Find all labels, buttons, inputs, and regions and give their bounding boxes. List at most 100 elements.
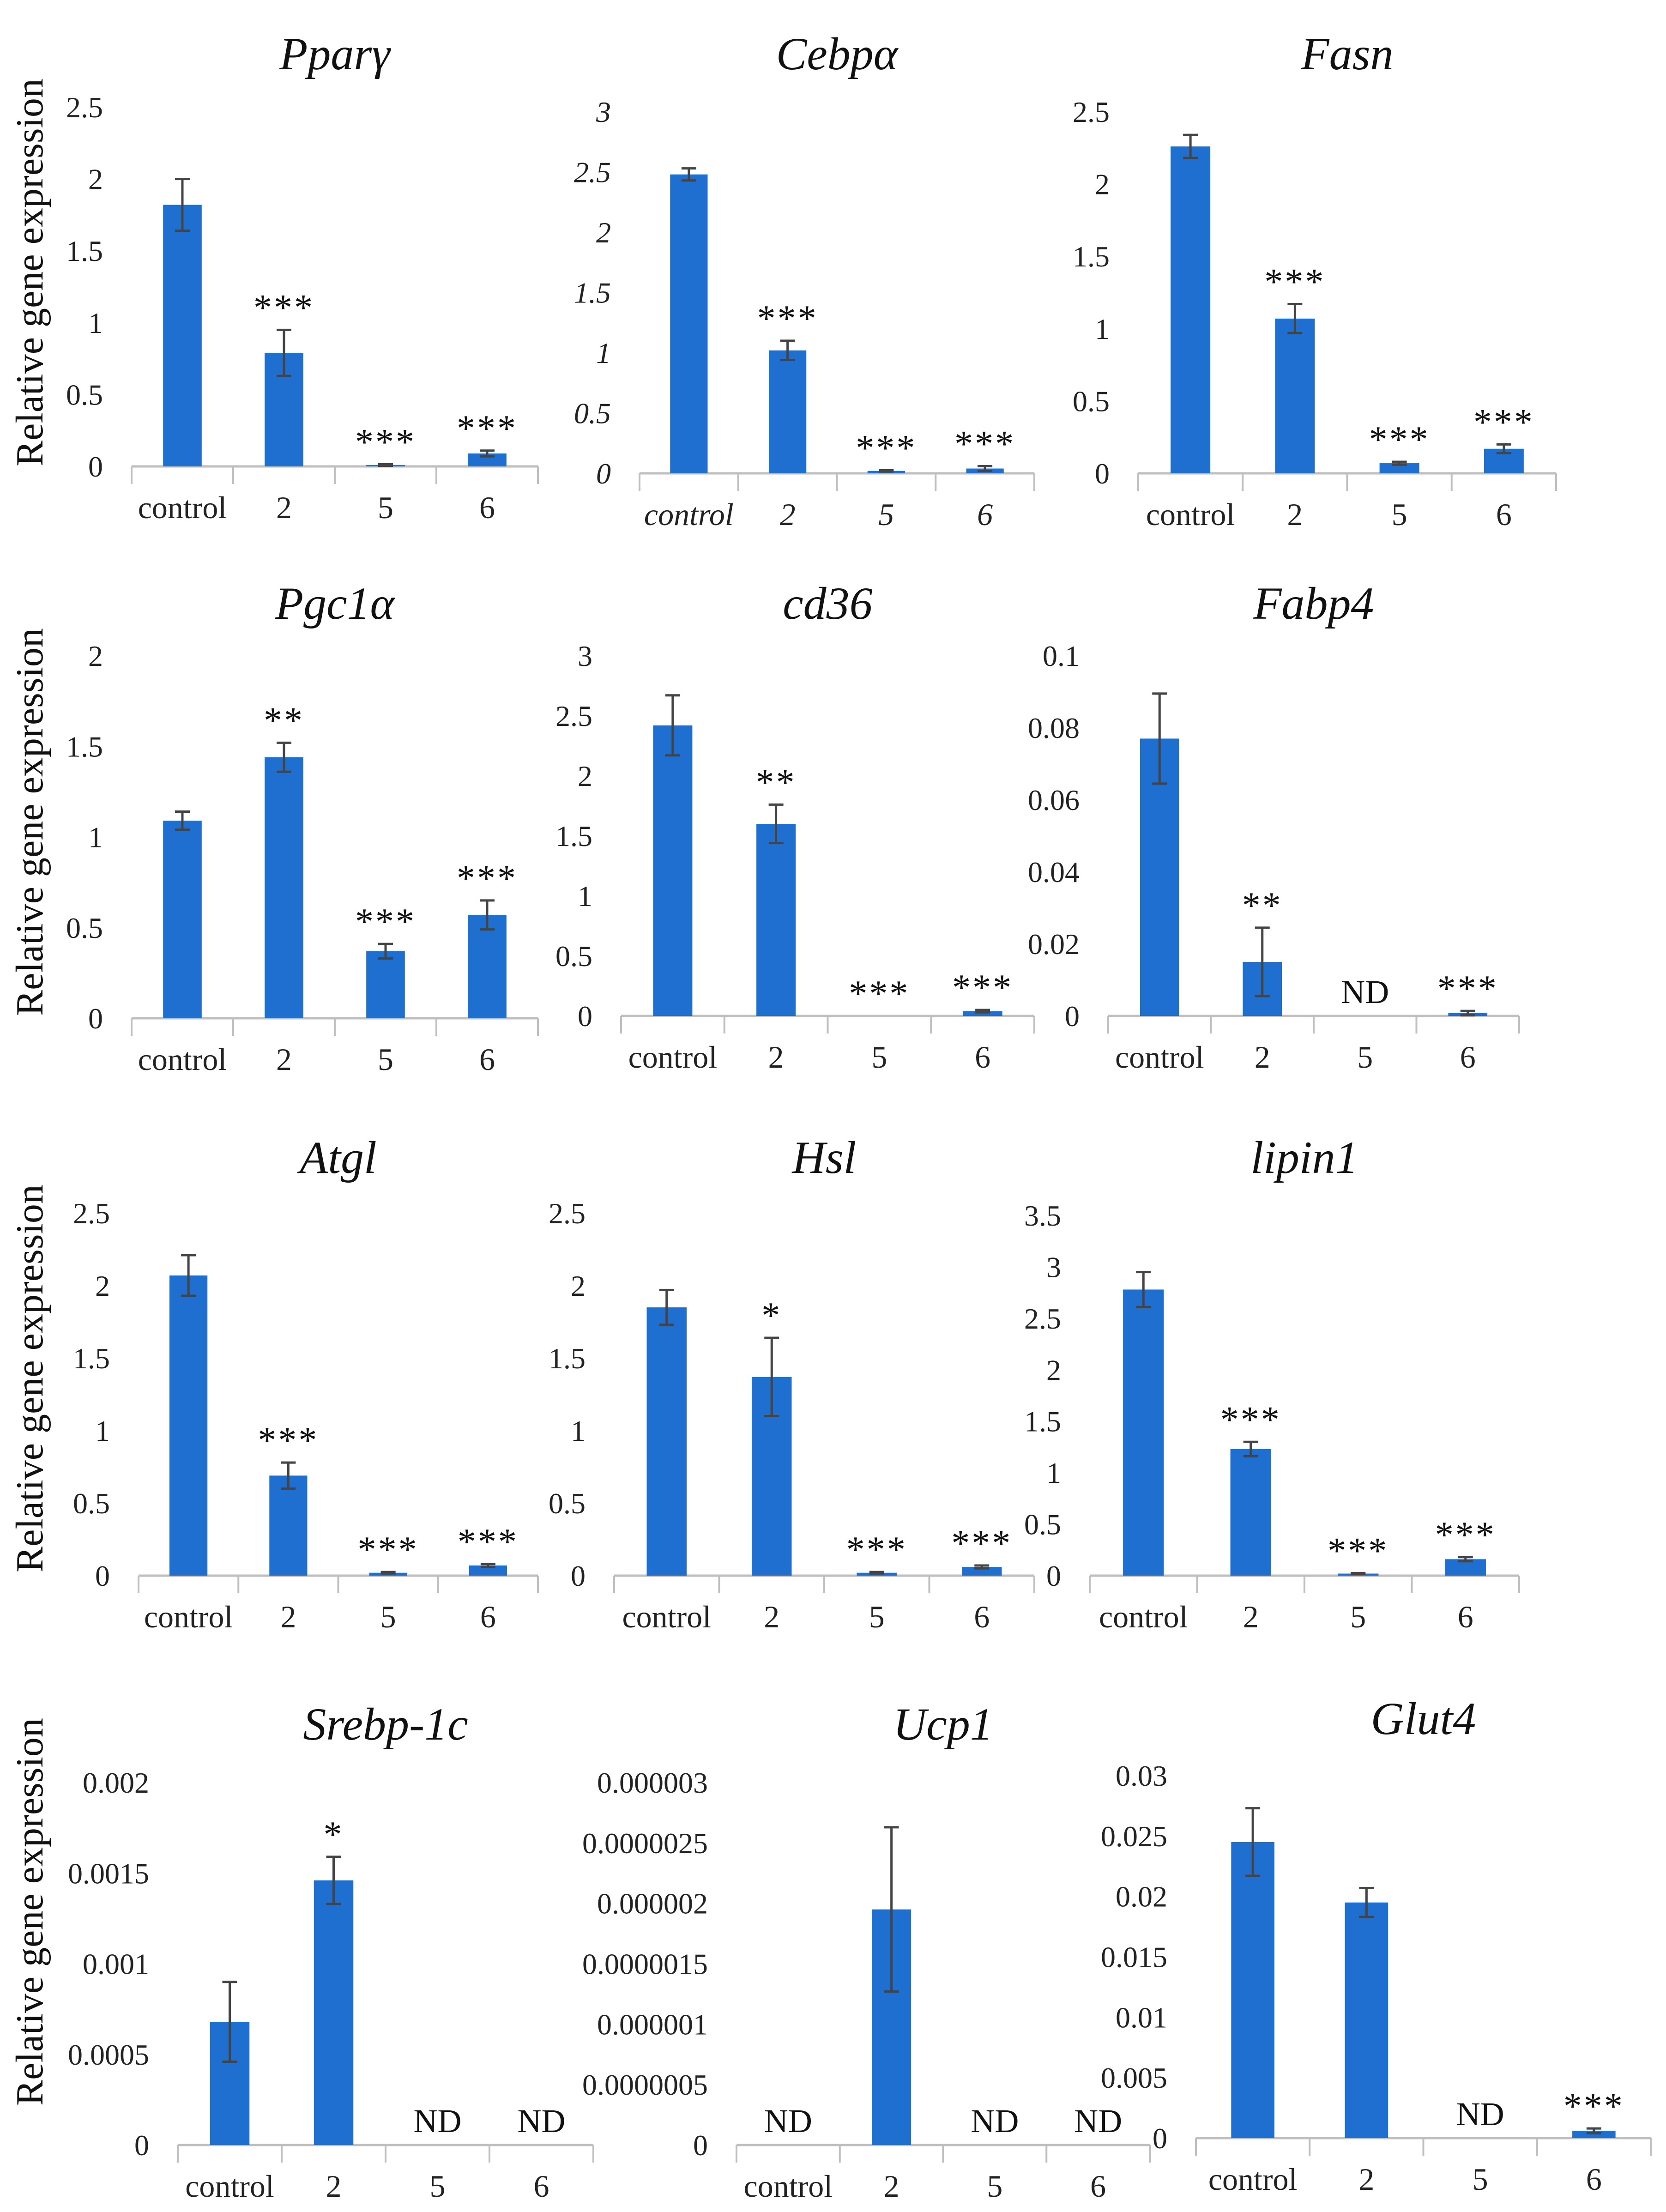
error-bar [764,1336,779,1418]
y-tick-label: 0.000002 [597,1887,708,1920]
y-tick-label: 2 [88,163,103,196]
bar [670,174,708,474]
error-bar [175,178,190,232]
not-detected-label: ND [1074,2103,1122,2139]
y-tick-label: 0.06 [1028,784,1080,816]
y-tick-label: 2.5 [1024,1302,1061,1335]
y-tick-label: 2 [1095,168,1110,201]
chart-panel-5: cd36 0 0.5 1 1.5 2 2.5 3 control ** 2 *** 5 *** 6 [555,578,1035,1075]
y-tick-label: 1.5 [66,235,103,267]
y-tick-label: 0.0005 [68,2038,149,2071]
significance-label: *** [1264,262,1325,302]
x-tick-label: 6 [975,1040,990,1075]
x-tick-label: 5 [878,497,894,532]
y-tick-label: 0.5 [1024,1508,1061,1541]
chart-title: Fabp4 [1253,578,1374,629]
chart-panel-3: Fasn 0 0.5 1 1.5 2 2.5 control *** 2 *** 5 *** 6 [1073,28,1557,532]
bar [1230,1449,1271,1576]
y-tick-label: 2.5 [1073,96,1110,128]
error-bar [1586,2127,1601,2135]
error-bar [1496,443,1511,454]
x-tick-label: control [144,1599,233,1634]
y-tick-label: 2.5 [66,91,103,124]
y-tick-label: 0 [578,1000,592,1033]
chart-title: Srebp-1c [303,1698,468,1750]
x-tick-label: control [1208,2162,1298,2197]
chart-title: Pgc1α [275,578,395,629]
y-tick-label: 0.02 [1028,928,1080,961]
y-tick-label: 0.025 [1101,1820,1167,1853]
y-tick-label: 1.5 [549,1342,586,1375]
chart-title: Fasn [1301,28,1394,79]
y-tick-label: 0.5 [66,912,103,944]
x-tick-label: 6 [1090,2169,1106,2204]
error-bar [1243,1440,1258,1457]
x-tick-label: 2 [1255,1040,1270,1075]
y-tick-label: 0.000003 [597,1766,708,1799]
x-tick-label: control [138,1042,227,1077]
x-tick-label: control [185,2169,274,2204]
significance-label: *** [1473,402,1534,442]
y-tick-label: 1 [571,1414,586,1447]
error-bar [380,1571,396,1575]
significance-label: *** [951,1523,1012,1564]
significance-label: *** [846,1529,907,1570]
y-tick-label: 1.5 [1073,240,1110,273]
x-tick-label: 5 [430,2169,446,2204]
error-bar [1460,1009,1475,1016]
error-bar [780,339,795,362]
chart-panel-6: Fabp4 0 0.02 0.04 0.06 0.08 0.1 control ** 2 ND 5 **… [1028,578,1520,1075]
chart-title: lipin1 [1250,1132,1358,1183]
x-tick-label: control [744,2169,833,2204]
x-tick-label: 2 [780,497,796,532]
bar [265,757,303,1018]
error-bar [974,1564,990,1570]
y-tick-label: 0.001 [83,1948,149,1981]
x-tick-label: 6 [480,1599,496,1634]
significance-label: *** [254,287,314,328]
y-tick-label: 1 [596,337,611,369]
chart-title: Pparγ [279,28,391,79]
error-bar [1351,1571,1366,1576]
x-tick-label: 2 [768,1040,784,1075]
y-tick-label: 3 [1046,1251,1061,1283]
y-tick-label: 0 [1095,457,1110,490]
error-bar [1245,1807,1261,1877]
bar [163,821,202,1018]
x-tick-label: 5 [378,1042,393,1077]
y-tick-label: 0.0015 [68,1857,149,1890]
error-bar [1392,460,1407,466]
y-tick-label: 1 [1095,313,1110,345]
y-tick-label: 3 [578,640,592,672]
not-detected-label: ND [971,2103,1019,2139]
chart-title: cd36 [783,578,872,629]
y-tick-label: 0 [88,1002,103,1035]
y-tick-label: 3 [596,96,611,128]
x-tick-label: 6 [479,1042,495,1077]
bar [1171,146,1211,474]
y-tick-label: 0.5 [574,397,611,430]
y-tick-label: 0.04 [1028,856,1080,888]
chart-panel-4: Pgc1α 0 0.5 1 1.5 2 control ** 2 *** 5 *** 6 [66,578,539,1077]
x-tick-label: 2 [1243,1599,1259,1634]
y-tick-label: 2.5 [549,1197,586,1230]
x-tick-label: 2 [1287,497,1303,532]
y-tick-label: 1.5 [1024,1405,1061,1438]
error-bar [378,943,393,960]
y-tick-label: 2 [596,216,611,249]
not-detected-label: ND [1456,2096,1504,2133]
chart-title: Glut4 [1371,1693,1476,1744]
x-tick-label: 2 [764,1599,779,1634]
y-tick-label: 0.0000015 [582,1948,708,1981]
y-tick-label: 3.5 [1024,1199,1061,1232]
chart-title: Hsl [791,1132,857,1183]
y-tick-label: 0 [1046,1559,1061,1592]
x-tick-label: 5 [1392,497,1407,532]
chart-title: Atgl [297,1132,377,1183]
bar [1379,463,1419,473]
y-tick-label: 0.0000025 [582,1827,708,1860]
error-bar [1183,133,1198,159]
bar [756,824,796,1016]
significance-label: *** [1220,1399,1281,1440]
y-tick-label: 0 [1065,1000,1080,1033]
